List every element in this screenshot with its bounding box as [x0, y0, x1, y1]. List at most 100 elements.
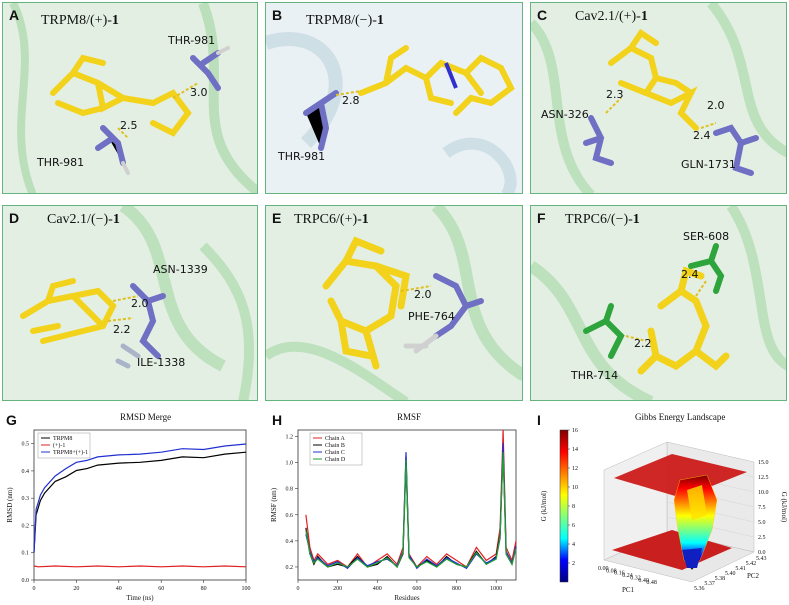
panel-a-title: TRPM8/(+)-1: [41, 13, 119, 28]
panel-d-residue-2: ILE-1338: [137, 356, 186, 369]
gibbs-chart: 2 4 6 8 10 12 14 16 G (kJ/mol) 0.0 2.5 5.0 7.5 10.0 12…: [540, 428, 787, 594]
panel-f-distance-1: 2.4: [681, 268, 699, 281]
rmsf-legend-label-3: Chain D: [325, 457, 346, 463]
panel-c-distance-1: 2.3: [606, 88, 624, 101]
gibbs-cbar-label-4: 10: [572, 485, 578, 491]
rmsf-chart: 0 200 400 600 800 1000 0.2 0.4 0.6 0.8 1.0 1.2 Resid…: [270, 429, 517, 602]
gibbs-pc1-tick-0: 0.00: [598, 566, 609, 572]
rmsd-series-0: [33, 451, 247, 553]
panel-c-title: Cav2.1/(+)-1: [575, 9, 648, 24]
rmsd-ytick-label-5: 0.5: [22, 442, 30, 448]
rmsd-title: RMSD Merge: [120, 412, 172, 422]
panel-b-render: [266, 3, 522, 193]
rmsf-ytick-label-2: 0.6: [286, 513, 294, 519]
panel-f-render: [531, 206, 786, 400]
gibbs-ztick-1: 2.5: [758, 535, 766, 541]
rmsf-ytick-label-5: 1.2: [286, 435, 294, 441]
gibbs-cbar-label-1: 4: [572, 542, 575, 548]
panel-a-render: [3, 3, 257, 193]
rmsd-ytick-label-1: 0.1: [22, 551, 30, 557]
gibbs-ztick-6: 15.0: [758, 460, 769, 466]
rmsf-ylabel: RMSF (nm): [270, 487, 278, 522]
rmsd-series-2: [33, 443, 247, 553]
rmsd-ylabel: RMSD (nm): [6, 487, 14, 523]
panel-a: A TRPM8/(+)-1 THR-981 THR-981 3.0 2.5: [2, 2, 258, 194]
panel-a-letter: A: [9, 7, 20, 23]
panel-b-residue-1: THR-981: [278, 150, 326, 163]
panel-c: C Cav2.1/(+)-1 ASN-326 GLN-1731 2.3 2.0 …: [530, 2, 787, 194]
rmsf-legend-label-1: Chain B: [325, 443, 345, 449]
gibbs-cbar-label-2: 6: [572, 523, 575, 529]
gibbs-funnel-ridge: [687, 485, 707, 520]
panel-d-residue-1: ASN-1339: [153, 263, 208, 276]
gibbs-pc2-tick-6: 5.43: [756, 556, 767, 562]
panel-d: D Cav2.1/(−)-1 ASN-1339 ILE-1338 2.0 2.2: [2, 205, 258, 401]
gibbs-pc1-tick-3: 0.24: [622, 573, 633, 579]
gibbs-pc2-tick-2: 5.38: [715, 576, 726, 582]
gibbs-title: Gibbs Energy Landscape: [635, 412, 726, 422]
rmsd-chart: 0 20 40 60 80 100 0.0 0.1 0.2 0.3 0.4 0.5 Time (ns) R…: [6, 429, 251, 602]
gibbs-pc2-tick-1: 5.37: [704, 581, 715, 587]
panel-d-letter: D: [9, 210, 20, 226]
panel-b-letter: B: [272, 7, 283, 23]
rmsd-ytick-label-0: 0.0: [22, 578, 30, 584]
panel-i-letter: I: [537, 412, 541, 428]
gibbs-pc2-tick-5: 5.42: [746, 561, 757, 567]
gibbs-ztick-0: 0.0: [758, 550, 766, 556]
rmsf-ytick-label-1: 0.4: [286, 539, 294, 545]
gibbs-ztick-3: 7.5: [758, 505, 766, 511]
gibbs-cbar-label-0: 2: [572, 561, 575, 567]
panel-d-title: Cav2.1/(−)-1: [47, 212, 120, 227]
rmsf-ytick-label-4: 1.0: [286, 461, 294, 467]
gibbs-pc1-tick-2: 0.16: [614, 571, 625, 577]
panel-d-distance-2: 2.2: [113, 323, 131, 336]
rmsf-xtick-label-5: 1000: [490, 586, 502, 592]
rmsf-xtick-label-3: 600: [412, 586, 421, 592]
rmsd-xlabel: Time (ns): [126, 594, 154, 602]
rmsf-xlabel: Residues: [394, 594, 420, 602]
gibbs-cbar-label-3: 8: [572, 504, 575, 510]
gibbs-ztick-5: 12.5: [758, 475, 769, 481]
gibbs-pc2-tick-4: 5.41: [735, 566, 746, 572]
panel-c-residue-2: GLN-1731: [681, 158, 736, 171]
gibbs-pc1-tick-5: 0.40: [638, 578, 649, 584]
rmsd-ytick-label-4: 0.4: [22, 469, 30, 475]
panel-e-letter: E: [272, 210, 282, 226]
gibbs-cbar-label-6: 14: [572, 447, 578, 453]
rmsf-ytick-label-0: 0.2: [286, 565, 294, 571]
gibbs-zlabel: G (kJ/mol): [780, 492, 787, 523]
gibbs-pc1-label: PC1: [622, 586, 635, 594]
panel-c-letter: C: [537, 7, 548, 23]
rmsf-xtick-label-2: 400: [373, 586, 382, 592]
panel-c-distance-2: 2.0: [707, 99, 725, 112]
rmsd-ytick-label-2: 0.2: [22, 523, 30, 529]
panel-g-letter: G: [6, 412, 17, 428]
panel-d-distance-1: 2.0: [131, 297, 149, 310]
panel-a-distance-1: 3.0: [190, 86, 208, 99]
rmsf-legend-label-0: Chain A: [325, 436, 346, 442]
rmsd-xtick-label-4: 80: [201, 586, 207, 592]
rmsd-xtick-label-1: 20: [73, 586, 79, 592]
panel-c-distance-3: 2.4: [693, 129, 711, 142]
rmsf-title: RMSF: [397, 412, 422, 422]
rmsd-xtick-label-3: 60: [158, 586, 164, 592]
panel-e-render: [266, 206, 522, 400]
rmsf-ytick-label-3: 0.8: [286, 487, 294, 493]
gibbs-top-plane: [614, 454, 747, 498]
panel-f-residue-2: THR-714: [571, 369, 619, 382]
gibbs-funnel-minimum: [682, 548, 702, 568]
panel-b: B TRPM8/(−)-1 THR-981 2.8: [265, 2, 523, 194]
panel-f-title: TRPC6/(−)-1: [565, 212, 640, 227]
rmsd-xtick-label-0: 0: [33, 586, 36, 592]
panel-e-distance-1: 2.0: [414, 288, 432, 301]
gibbs-pc1-tick-4: 0.32: [630, 575, 641, 581]
panel-f-letter: F: [537, 210, 546, 226]
rmsd-legend-label-1: (+)-1: [53, 442, 65, 449]
panel-f-distance-2: 2.2: [634, 337, 652, 350]
gibbs-pc1-tick-1: 0.08: [606, 568, 617, 574]
panel-b-title: TRPM8/(−)-1: [306, 13, 384, 28]
rmsf-legend-label-2: Chain C: [325, 450, 345, 456]
rmsd-xtick-label-5: 100: [242, 586, 251, 592]
rmsf-xtick-label-1: 200: [333, 586, 342, 592]
gibbs-colorbar-label: G (kJ/mol): [540, 490, 548, 521]
